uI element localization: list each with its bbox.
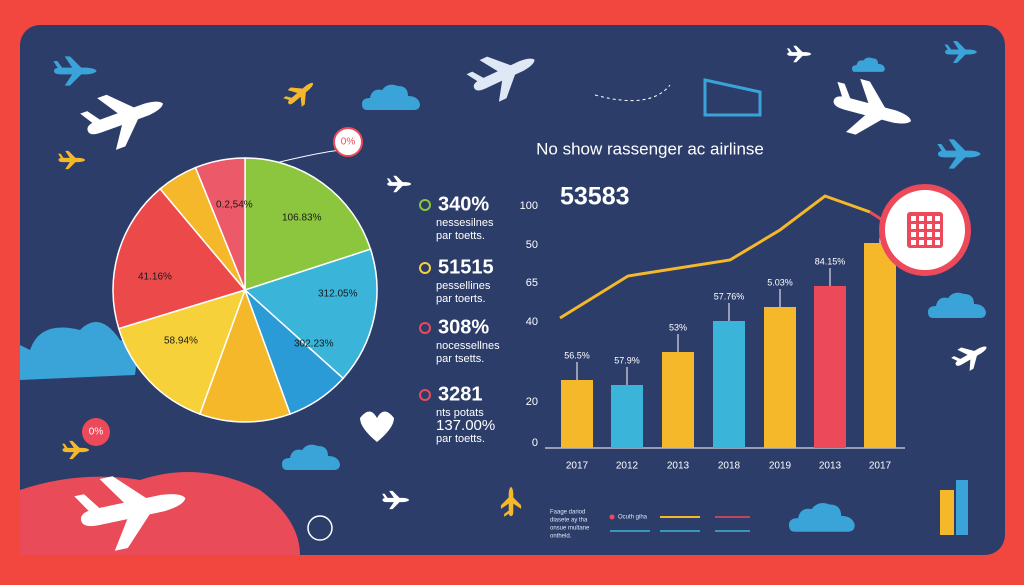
stat-value: 51515 — [438, 256, 494, 278]
pie-label: 0.2,54% — [216, 200, 253, 211]
pie-slice — [117, 288, 247, 416]
connector — [594, 84, 671, 102]
x-label: 2013 — [819, 461, 842, 472]
calendar-cell — [911, 224, 916, 229]
calendar-cell — [927, 240, 932, 245]
title: No show rassenger ac airlinse — [536, 139, 764, 158]
calendar-cell — [911, 240, 916, 245]
y-label: 40 — [526, 316, 538, 328]
x-label: 2013 — [667, 461, 690, 472]
ground-cloud — [20, 472, 300, 555]
heart — [360, 411, 394, 442]
calendar-cell — [919, 224, 924, 229]
badge — [82, 418, 110, 446]
y-label: 100 — [520, 200, 538, 212]
pie-slice — [112, 187, 247, 330]
calendar-cell — [919, 216, 924, 221]
stat-value: 3281 — [438, 383, 483, 405]
trend-line — [559, 194, 871, 320]
legend-text: Faage dariod — [550, 510, 585, 516]
y-label: 65 — [526, 277, 538, 289]
bar — [662, 352, 694, 448]
stat-text: par toerts. — [436, 293, 486, 305]
calendar-cell — [935, 216, 940, 221]
stat-text: 137.00% — [436, 417, 495, 434]
pie-label: 41.16% — [138, 272, 172, 283]
stat-icon — [419, 389, 431, 401]
calendar-cell — [927, 232, 932, 237]
pie-chart — [112, 157, 378, 423]
headline: 53583 — [560, 183, 630, 211]
legend-text: diasete ay tha — [550, 518, 588, 524]
bar — [864, 243, 896, 448]
bar-label: 53% — [669, 322, 687, 332]
stat-icon — [419, 322, 431, 334]
pie-slice — [198, 287, 292, 423]
calendar-cell — [935, 232, 940, 237]
y-label: 50 — [526, 239, 538, 251]
pie-slice — [243, 248, 378, 380]
badge-text: 0% — [89, 427, 104, 438]
pie-label: 302.23% — [294, 339, 334, 350]
bar-label: 57.76% — [714, 291, 745, 301]
legend: Faage dariod diasete ay tha onsue multan… — [550, 510, 750, 540]
stat-text: nts potats — [436, 407, 484, 419]
calendar-cell — [935, 240, 940, 245]
badge-text: 0% — [341, 137, 356, 148]
calendar-cell — [911, 232, 916, 237]
stat-icon — [419, 262, 431, 274]
bar-label: 84.15% — [815, 256, 846, 266]
bar — [713, 321, 745, 448]
pie-label: 58.94% — [164, 336, 198, 347]
bar — [611, 385, 643, 448]
legend-text: ontheld. — [550, 534, 572, 540]
bar-label: 57.9% — [614, 355, 640, 365]
x-label: 2017 — [566, 461, 589, 472]
x-label: 2017 — [869, 461, 892, 472]
y-label: 0 — [532, 437, 538, 449]
y-label: 20 — [526, 396, 538, 408]
bar-label: 56.5% — [564, 350, 590, 360]
pie-label: 106.83% — [282, 213, 322, 224]
pie-labels: 0.2,54% 106.83% 312.05% 302.23% 58.94% 4… — [138, 200, 358, 350]
x-label: 2012 — [616, 461, 639, 472]
pie-label: 312.05% — [318, 289, 358, 300]
calendar-cell — [927, 216, 932, 221]
bar-label: 5.03% — [767, 277, 793, 287]
pie-slice — [244, 157, 372, 292]
stat-text: par toetts. — [436, 433, 485, 445]
panel — [20, 25, 1005, 555]
badge — [333, 127, 363, 157]
bar-chart: 100 50 65 40 20 0 2017 2012 2013 2018 2019 2013 2017… — [520, 184, 971, 472]
x-label: 2019 — [769, 461, 792, 472]
calendar-cell — [919, 240, 924, 245]
block — [956, 480, 968, 535]
stat-value: 340% — [438, 193, 489, 215]
bar — [764, 307, 796, 448]
calendar-cell — [919, 232, 924, 237]
pie-slice — [194, 157, 246, 291]
calendar-cell — [935, 224, 940, 229]
stat-text: nocessellnes — [436, 340, 500, 352]
legend-text: Ocuth giha — [618, 515, 648, 521]
bar — [561, 380, 593, 448]
stat-icon — [419, 199, 431, 211]
block — [940, 490, 954, 535]
calendar-cell — [911, 216, 916, 221]
calendar-cell — [927, 224, 932, 229]
target — [307, 515, 333, 541]
stat-text: pessellines — [436, 280, 491, 292]
cloud — [20, 322, 136, 380]
stat-value: 308% — [438, 316, 489, 338]
stat-text: par toetts. — [436, 230, 485, 242]
building — [703, 78, 762, 117]
x-label: 2018 — [718, 461, 741, 472]
legend-text: onsue multane — [550, 526, 590, 532]
bar — [814, 286, 846, 448]
legend-dot — [609, 514, 615, 520]
stat-text: nessesilnes — [436, 217, 494, 229]
stat-text: par tsetts. — [436, 353, 484, 365]
